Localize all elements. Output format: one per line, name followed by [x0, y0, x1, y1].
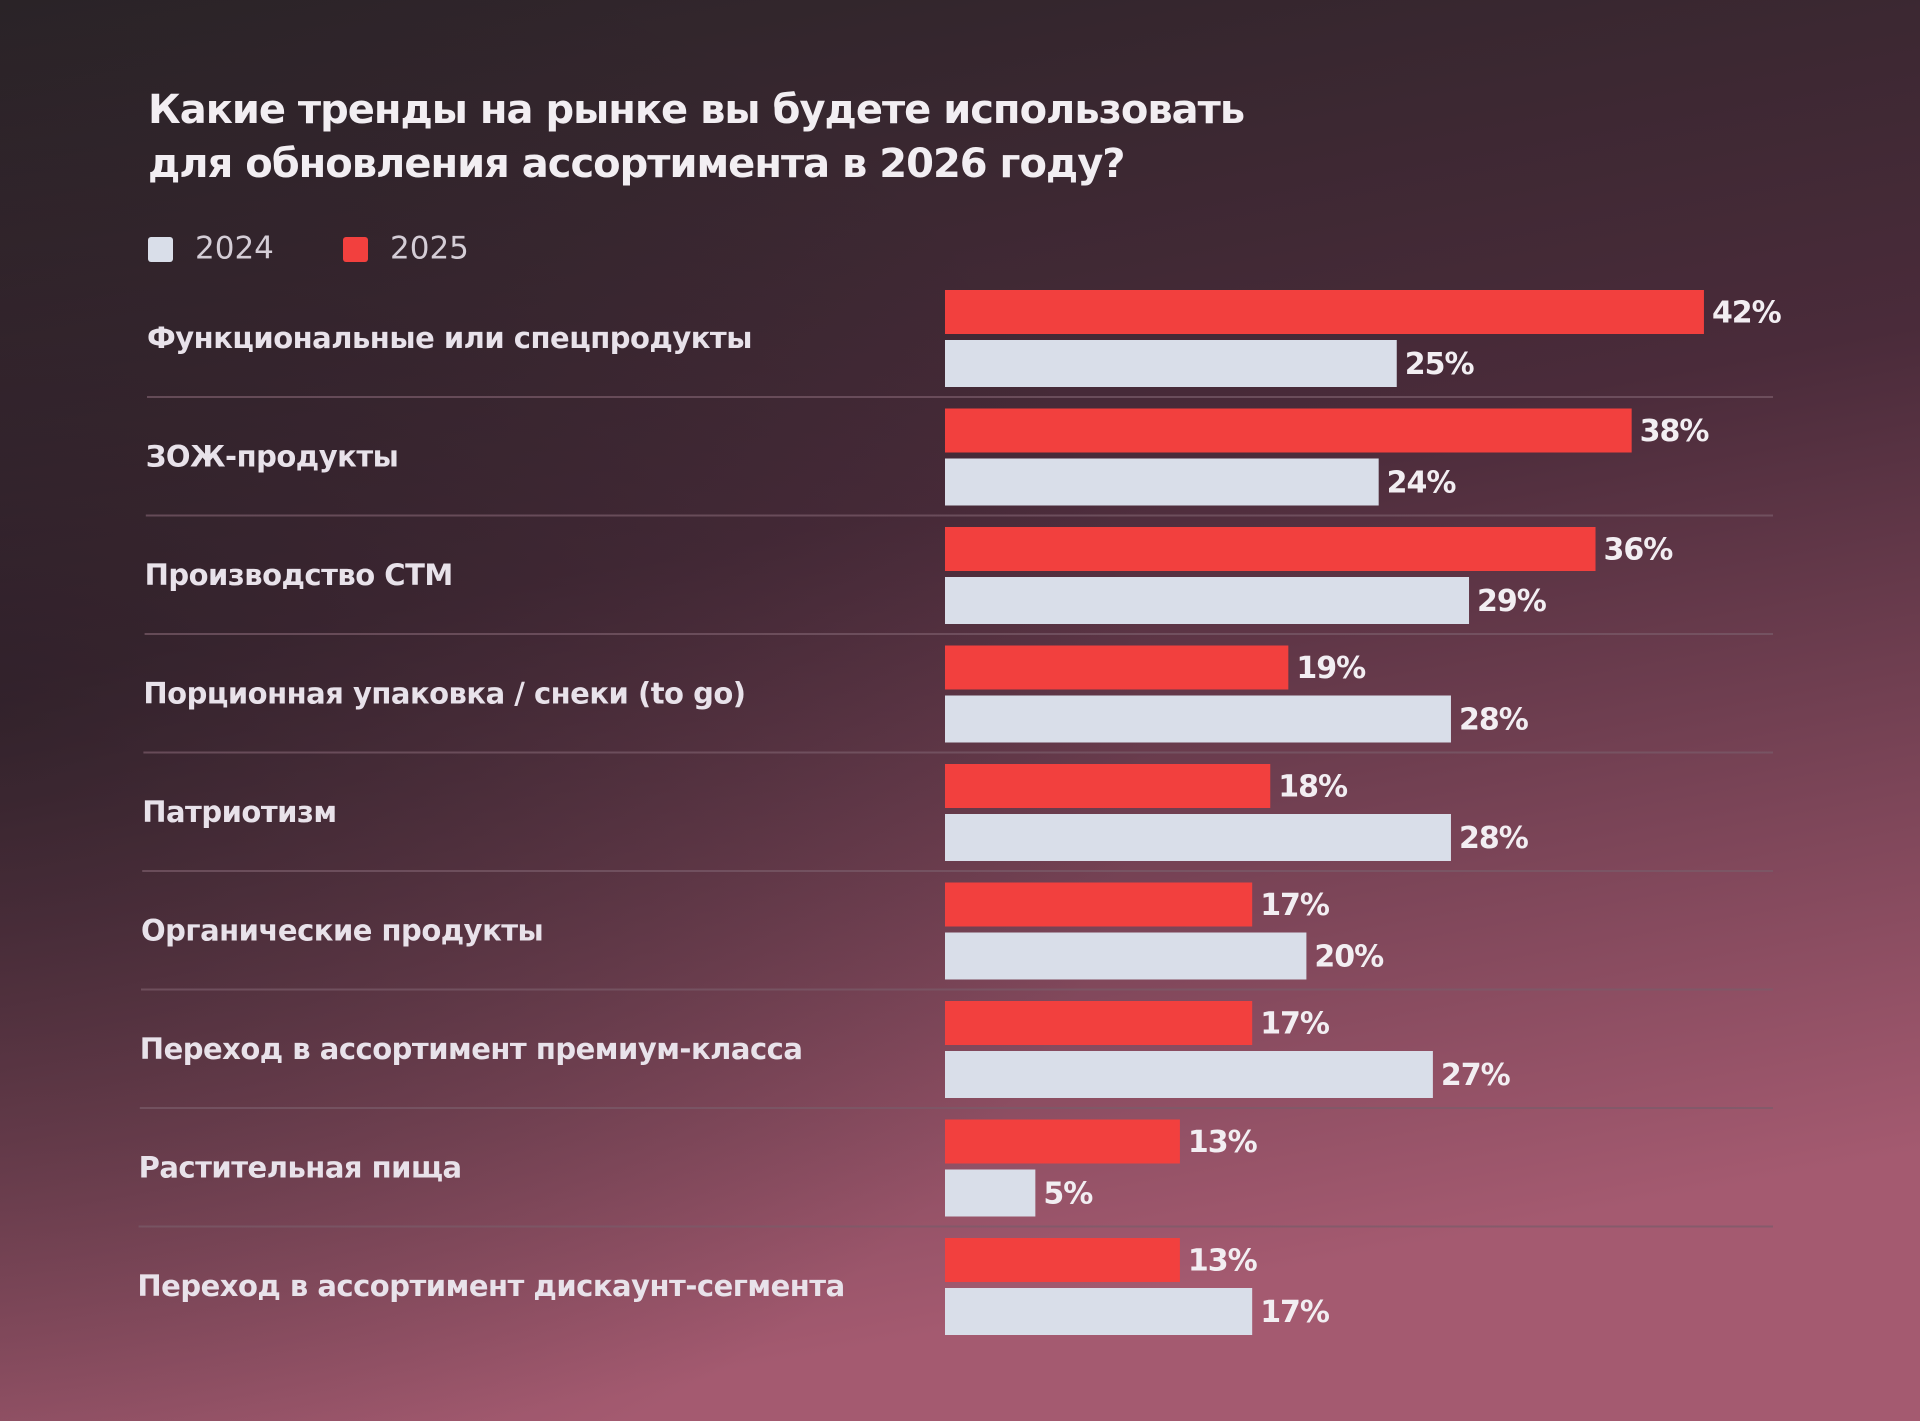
value-label: 28% [1459, 703, 1529, 738]
legend-label: 2025 [390, 231, 469, 267]
value-label: 36% [1604, 533, 1674, 568]
value-label: 13% [1188, 1125, 1258, 1160]
bar [945, 882, 1253, 927]
value-label: 17% [1260, 888, 1330, 923]
chart-title: Какие тренды на рынке вы будете использо… [148, 87, 1244, 133]
bar [945, 290, 1704, 334]
bar [945, 645, 1289, 690]
category-label: Патриотизм [142, 795, 336, 829]
bar [945, 1001, 1253, 1045]
category-label: Органические продукты [141, 914, 543, 948]
bar [945, 764, 1271, 808]
category-label: Переход в ассортимент премиум-класса [140, 1032, 803, 1066]
value-label: 24% [1387, 466, 1457, 501]
category-label: Растительная пища [139, 1151, 462, 1185]
legend-swatch [148, 237, 173, 262]
value-label: 28% [1459, 821, 1529, 856]
bar [945, 458, 1379, 506]
category-label: Переход в ассортимент дискаунт-сегмента [137, 1269, 844, 1303]
category-label: Порционная упаковка / снеки (to go) [143, 677, 745, 711]
chart-title: для обновления ассортимента в 2026 году? [148, 141, 1125, 187]
value-label: 17% [1260, 1007, 1330, 1042]
bar [945, 695, 1451, 743]
value-label: 25% [1405, 347, 1475, 382]
legend-label: 2024 [195, 231, 274, 267]
bar [945, 1051, 1433, 1098]
value-label: 42% [1712, 296, 1782, 331]
value-label: 18% [1278, 770, 1348, 805]
value-label: 29% [1477, 584, 1547, 619]
value-label: 13% [1188, 1244, 1258, 1279]
bar [945, 1119, 1180, 1164]
value-label: 38% [1640, 414, 1710, 449]
bar [945, 1238, 1180, 1282]
bar [945, 408, 1632, 453]
bar [945, 1288, 1253, 1335]
bar [945, 577, 1470, 624]
value-label: 19% [1296, 651, 1366, 686]
bar [945, 932, 1307, 980]
value-label: 20% [1314, 940, 1384, 975]
value-label: 5% [1043, 1177, 1093, 1212]
bar [945, 1169, 1036, 1217]
legend-swatch [343, 237, 368, 262]
category-label: ЗОЖ-продукты [146, 440, 399, 474]
category-label: Производство СТМ [145, 558, 453, 592]
bar [945, 527, 1596, 571]
value-label: 27% [1441, 1058, 1511, 1093]
value-label: 17% [1260, 1295, 1330, 1330]
bar [945, 340, 1397, 387]
bar [945, 814, 1451, 861]
category-label: Функциональные или спецпродукты [147, 321, 752, 355]
